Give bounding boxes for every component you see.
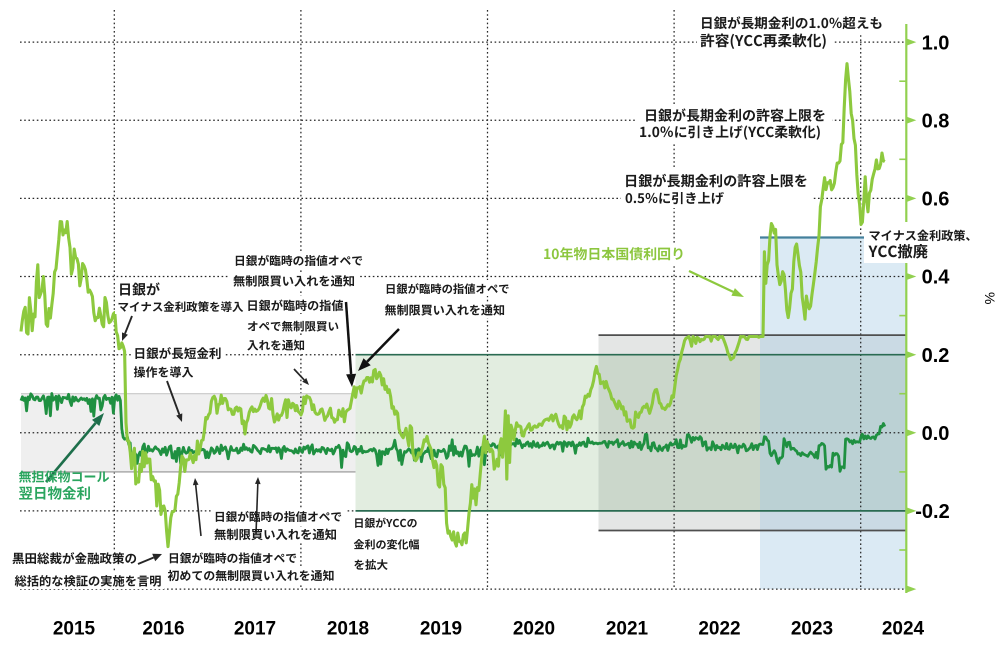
- svg-text:1.0: 1.0: [922, 32, 950, 54]
- svg-text:2021: 2021: [606, 619, 649, 640]
- svg-text:2015: 2015: [53, 619, 96, 640]
- svg-text:0.6: 0.6: [922, 189, 950, 211]
- svg-text:0.2: 0.2: [922, 345, 950, 367]
- svg-text:2023: 2023: [791, 619, 833, 640]
- svg-text:-0.2: -0.2: [915, 501, 949, 523]
- svg-text:0.0: 0.0: [922, 423, 950, 445]
- svg-text:2017: 2017: [234, 619, 276, 640]
- svg-text:2016: 2016: [142, 619, 184, 640]
- svg-text:2024: 2024: [882, 619, 925, 640]
- svg-text:%: %: [982, 292, 998, 304]
- svg-text:2018: 2018: [327, 619, 369, 640]
- svg-text:0.4: 0.4: [922, 267, 951, 289]
- svg-text:2020: 2020: [513, 619, 555, 640]
- svg-text:2019: 2019: [420, 619, 462, 640]
- svg-text:0.8: 0.8: [922, 110, 950, 132]
- svg-text:2022: 2022: [698, 619, 740, 640]
